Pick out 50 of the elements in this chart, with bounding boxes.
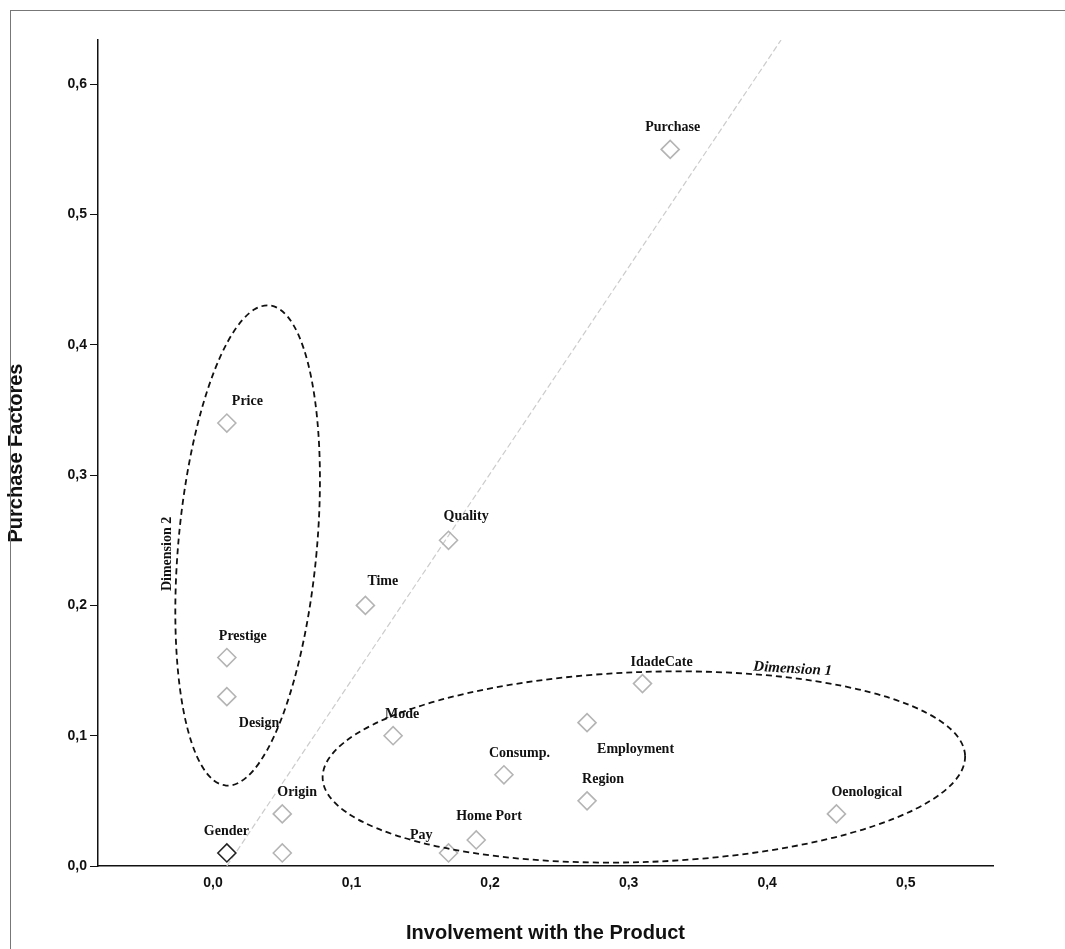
y-tick-label: 0,2 [67, 596, 88, 613]
series-label: Quality [443, 508, 489, 524]
point [438, 530, 459, 551]
point [272, 843, 293, 863]
series-label: Design [238, 714, 280, 730]
point [577, 712, 597, 733]
point [577, 791, 597, 811]
x-tick-label: 0,4 [757, 874, 778, 891]
point [383, 725, 403, 746]
point [217, 686, 237, 707]
point [660, 139, 680, 160]
series-label: Region [582, 770, 625, 786]
point [272, 804, 293, 824]
x-tick-label: 0,5 [895, 874, 916, 891]
x-axis-title: Involvement with the Product [406, 920, 686, 943]
point [494, 765, 514, 785]
y-axis-title: Purchase Factores [3, 363, 26, 543]
y-tick-label: 0,6 [67, 75, 88, 92]
series-label: Consump. [488, 744, 551, 760]
series-label: Time [367, 573, 399, 589]
series-label: Oenological [831, 783, 903, 799]
series-label: Home Port [456, 807, 523, 823]
x-tick-label: 0,2 [480, 874, 501, 891]
point [217, 647, 237, 668]
x-tick-label: 0,0 [203, 874, 223, 891]
y-tick-label: 0,3 [67, 466, 88, 483]
point [438, 843, 459, 863]
annotation: Dimension 2 [158, 516, 174, 592]
x-tick-label: 0,3 [618, 874, 639, 891]
point [826, 804, 847, 824]
point [355, 595, 376, 616]
series-label: Mode [385, 705, 420, 721]
series-label: Gender [203, 822, 249, 838]
y-tick-label: 0,4 [67, 335, 88, 352]
y-tick-label: 0,5 [67, 205, 88, 222]
series-label: Employment [597, 740, 675, 756]
y-tick-label: 0,1 [67, 726, 88, 743]
series-label: Pay [409, 826, 433, 842]
series-label: Purchase [645, 119, 701, 135]
point [217, 413, 237, 433]
point [466, 830, 487, 850]
series-label: Origin [277, 783, 318, 799]
point [632, 673, 653, 694]
series-label: Prestige [218, 627, 267, 643]
y-tick-label: 0,0 [67, 856, 88, 873]
x-tick-label: 0,1 [341, 874, 362, 891]
annotation: Dimension 1 [751, 657, 833, 679]
series-label: Price [231, 393, 263, 409]
series-label: IdadeCate [630, 653, 693, 669]
point [217, 843, 237, 863]
